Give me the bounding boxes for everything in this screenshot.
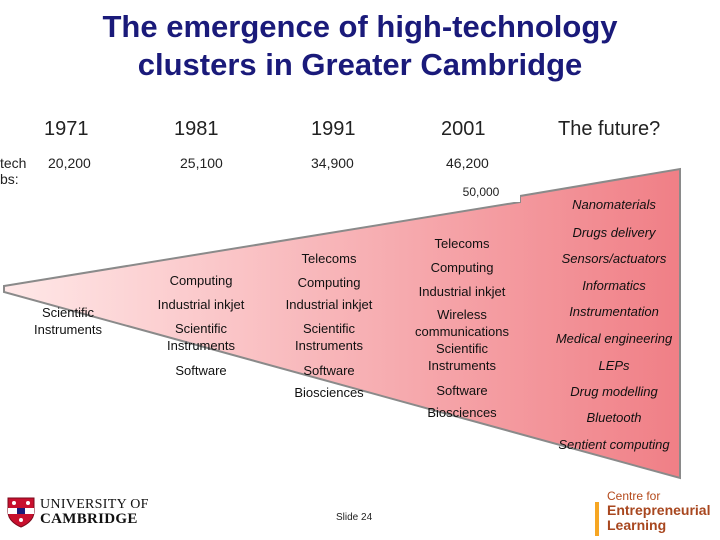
university-line-1: UNIVERSITY OF (40, 497, 149, 512)
title-line-2: clusters in Greater Cambridge (137, 47, 583, 82)
cluster-future-1: Drugs delivery (572, 225, 656, 240)
university-wordmark: UNIVERSITY OF CAMBRIDGE (40, 497, 149, 527)
year-1981: 1981 (174, 118, 219, 140)
cluster-y1981-3: Software (175, 363, 227, 378)
side-label-line-2: bs: (0, 171, 19, 187)
cluster-future-6: LEPs (598, 358, 630, 373)
cluster-y1981-2: Scientific Instruments (167, 321, 235, 353)
cluster-y1991-4: Software (303, 363, 355, 378)
cluster-y1981-0: Computing (169, 273, 233, 288)
cluster-future-3: Informatics (582, 278, 646, 293)
cluster-y1991-0: Telecoms (301, 251, 357, 266)
cluster-y2001-4: Scientific Instruments (428, 341, 496, 373)
jobs-1991: 34,900 (311, 155, 354, 171)
cluster-y1991-2: Industrial inkjet (285, 297, 373, 312)
cluster-y2001-6: Biosciences (427, 405, 497, 420)
cluster-y1971-0: Scientific Instruments (34, 305, 102, 337)
cluster-future-8: Bluetooth (586, 410, 642, 425)
side-label: tech bs: (0, 155, 26, 187)
cluster-y2001-5: Software (436, 383, 488, 398)
cluster-y2001-3: Wireless communications (415, 307, 509, 339)
cfel-logo-bar (595, 502, 599, 536)
jobs-future: 50,000 (442, 182, 520, 202)
cluster-future-2: Sensors/actuators (561, 251, 667, 266)
cluster-future-0: Nanomaterials (572, 197, 656, 212)
cluster-future-7: Drug modelling (570, 384, 658, 399)
title-line-1: The emergence of high-technology (102, 9, 618, 44)
cluster-y1981-1: Industrial inkjet (157, 297, 245, 312)
wedge-shape (3, 167, 681, 480)
cluster-future-4: Instrumentation (569, 304, 659, 319)
cluster-future-5: Medical engineering (555, 331, 673, 346)
slide-number: Slide 24 (336, 512, 373, 523)
jobs-1971: 20,200 (48, 155, 91, 171)
jobs-1981: 25,100 (180, 155, 223, 171)
year-2001: 2001 (441, 118, 486, 140)
cfel-line-2: Entrepreneurial (607, 502, 711, 518)
year-future: The future? (558, 118, 661, 140)
cluster-y2001-2: Industrial inkjet (418, 284, 506, 299)
cluster-y1991-5: Biosciences (294, 385, 364, 400)
jobs-2001: 46,200 (446, 155, 489, 171)
year-1991: 1991 (311, 118, 356, 140)
year-1971: 1971 (44, 118, 89, 140)
cfel-line-3: Learning (607, 517, 667, 533)
university-line-2: CAMBRIDGE (40, 511, 138, 527)
university-crest-icon (7, 497, 35, 528)
cluster-y2001-1: Computing (430, 260, 494, 275)
side-label-line-1: tech (0, 155, 27, 171)
cfel-logo: Centre for Entrepreneurial Learning (607, 490, 710, 533)
cluster-y1991-3: Scientific Instruments (295, 321, 363, 353)
cfel-line-1: Centre for (607, 489, 661, 503)
cluster-y1991-1: Computing (297, 275, 361, 290)
slide-title: The emergence of high-technology cluster… (0, 8, 720, 84)
cluster-future-9: Sentient computing (558, 437, 670, 452)
cluster-y2001-0: Telecoms (434, 236, 490, 251)
